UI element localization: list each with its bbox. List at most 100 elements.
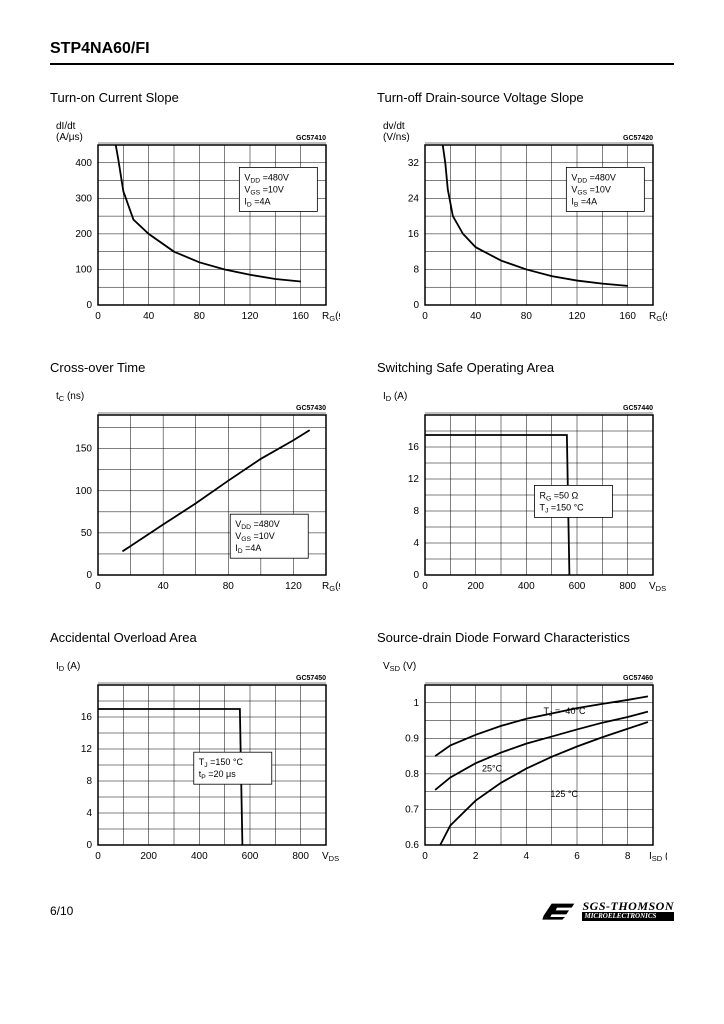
chart-svg: 04080120050100150tC (ns)RG(Ω)GC57430VDD … bbox=[50, 385, 347, 605]
chart-svg: 0 2 4 6 8 0.6 0.7 0.8 0.9 1 VSD (V) ISD (A) GC57460 T… bbox=[377, 655, 674, 875]
svg-text:25°C: 25°C bbox=[482, 763, 503, 773]
svg-text:16: 16 bbox=[81, 712, 93, 723]
svg-text:160: 160 bbox=[292, 311, 309, 322]
chart-title: Turn-off Drain-source Voltage Slope bbox=[377, 90, 674, 105]
svg-text:8: 8 bbox=[625, 851, 631, 862]
chart-cell: Cross-over Time04080120050100150tC (ns)R… bbox=[50, 360, 347, 605]
svg-text:600: 600 bbox=[569, 581, 586, 592]
chart-grid: Turn-on Current Slope0408012016001002003… bbox=[50, 90, 674, 875]
svg-text:1: 1 bbox=[413, 698, 419, 709]
svg-text:GC57440: GC57440 bbox=[623, 405, 653, 412]
svg-text:4: 4 bbox=[86, 808, 92, 819]
chart-svg: 0408012016008162432dv/dt(V/ns)RG(Ω)GC574… bbox=[377, 115, 674, 335]
svg-text:100: 100 bbox=[75, 264, 92, 275]
svg-text:12: 12 bbox=[81, 744, 93, 755]
svg-text:dI/dt: dI/dt bbox=[56, 121, 76, 132]
svg-text:80: 80 bbox=[194, 311, 206, 322]
svg-text:TJ =−40°C: TJ =−40°C bbox=[544, 706, 586, 718]
svg-text:800: 800 bbox=[292, 851, 309, 862]
svg-text:0: 0 bbox=[413, 300, 419, 311]
svg-text:600: 600 bbox=[242, 851, 259, 862]
chart-cell: Turn-on Current Slope 0 40 80 120 160 0 100 200 3… bbox=[50, 90, 347, 335]
svg-text:4: 4 bbox=[524, 851, 530, 862]
svg-text:0: 0 bbox=[422, 851, 428, 862]
svg-text:0: 0 bbox=[95, 311, 101, 322]
svg-text:0: 0 bbox=[86, 570, 92, 581]
svg-text:200: 200 bbox=[467, 581, 484, 592]
svg-text:125 °C: 125 °C bbox=[550, 789, 578, 799]
chart-cell: Source-drain Diode Forward Characteristi… bbox=[377, 630, 674, 875]
svg-text:0: 0 bbox=[95, 851, 101, 862]
svg-text:0.8: 0.8 bbox=[405, 769, 419, 780]
svg-text:120: 120 bbox=[569, 311, 586, 322]
chart-cell: Switching Safe Operating Area 0 200 400 600 8… bbox=[377, 360, 674, 605]
svg-text:400: 400 bbox=[191, 851, 208, 862]
svg-text:0: 0 bbox=[422, 581, 428, 592]
svg-text:0.6: 0.6 bbox=[405, 840, 419, 851]
svg-text:120: 120 bbox=[285, 581, 302, 592]
svg-text:12: 12 bbox=[408, 474, 420, 485]
svg-text:0: 0 bbox=[86, 840, 92, 851]
svg-text:40: 40 bbox=[143, 311, 155, 322]
svg-text:ID (A): ID (A) bbox=[383, 391, 407, 403]
svg-text:8: 8 bbox=[413, 506, 419, 517]
chart-svg: 02004006008000481216ID (A)VDS (V)GC57440… bbox=[377, 385, 674, 605]
svg-text:400: 400 bbox=[518, 581, 535, 592]
svg-text:6: 6 bbox=[574, 851, 580, 862]
svg-text:32: 32 bbox=[408, 158, 420, 169]
svg-text:16: 16 bbox=[408, 442, 420, 453]
st-logo-icon bbox=[542, 901, 576, 921]
svg-text:40: 40 bbox=[470, 311, 482, 322]
footer-brand: SGS-THOMSON bbox=[582, 900, 674, 912]
chart-svg: 0 200 400 600 800 0 4 8 12 16 ID (A) VDS (V) GC57450… bbox=[50, 655, 347, 875]
svg-text:0: 0 bbox=[86, 300, 92, 311]
page-title: STP4NA60/FI bbox=[50, 40, 674, 65]
svg-text:80: 80 bbox=[521, 311, 533, 322]
svg-text:400: 400 bbox=[75, 158, 92, 169]
chart-title: Source-drain Diode Forward Characteristi… bbox=[377, 630, 674, 645]
svg-text:GC57460: GC57460 bbox=[623, 675, 653, 682]
svg-text:ISD (A): ISD (A) bbox=[649, 851, 667, 863]
svg-text:0: 0 bbox=[422, 311, 428, 322]
chart-title: Turn-on Current Slope bbox=[50, 90, 347, 105]
svg-text:ID (A): ID (A) bbox=[56, 661, 80, 673]
svg-text:GC57450: GC57450 bbox=[296, 675, 326, 682]
svg-text:100: 100 bbox=[75, 486, 92, 497]
svg-text:tC (ns): tC (ns) bbox=[56, 391, 84, 403]
svg-text:0.9: 0.9 bbox=[405, 733, 419, 744]
chart-title: Cross-over Time bbox=[50, 360, 347, 375]
svg-text:GC57420: GC57420 bbox=[623, 135, 653, 142]
svg-text:RG(Ω): RG(Ω) bbox=[649, 311, 667, 323]
svg-text:24: 24 bbox=[408, 193, 420, 204]
svg-text:0.7: 0.7 bbox=[405, 804, 419, 815]
svg-text:300: 300 bbox=[75, 193, 92, 204]
chart-title: Accidental Overload Area bbox=[50, 630, 347, 645]
chart-title: Switching Safe Operating Area bbox=[377, 360, 674, 375]
svg-text:0: 0 bbox=[413, 570, 419, 581]
svg-text:8: 8 bbox=[86, 776, 92, 787]
svg-text:50: 50 bbox=[81, 528, 93, 539]
svg-text:GC57410: GC57410 bbox=[296, 135, 326, 142]
page-number: 6/10 bbox=[50, 904, 73, 918]
footer: 6/10 SGS-THOMSON MICROELECTRONICS bbox=[50, 895, 674, 921]
svg-text:dv/dt: dv/dt bbox=[383, 121, 405, 132]
chart-svg: 040801201600100200300400dI/dt(A/μs)RG(Ω)… bbox=[50, 115, 347, 335]
svg-text:800: 800 bbox=[619, 581, 636, 592]
svg-text:0: 0 bbox=[95, 581, 101, 592]
company-logo: SGS-THOMSON MICROELECTRONICS bbox=[542, 900, 674, 921]
svg-text:8: 8 bbox=[413, 264, 419, 275]
svg-text:200: 200 bbox=[75, 229, 92, 240]
svg-text:VDS (V): VDS (V) bbox=[649, 581, 667, 593]
svg-text:(A/μs): (A/μs) bbox=[56, 132, 83, 143]
svg-text:RG(Ω): RG(Ω) bbox=[322, 581, 340, 593]
chart-cell: Accidental Overload Area 0 200 400 600 800 0 4 8… bbox=[50, 630, 347, 875]
svg-text:80: 80 bbox=[223, 581, 235, 592]
svg-text:VSD (V): VSD (V) bbox=[383, 661, 416, 673]
svg-text:2: 2 bbox=[473, 851, 479, 862]
chart-cell: Turn-off Drain-source Voltage Slope04080… bbox=[377, 90, 674, 335]
svg-text:120: 120 bbox=[242, 311, 259, 322]
svg-text:VDS (V): VDS (V) bbox=[322, 851, 340, 863]
footer-sub: MICROELECTRONICS bbox=[582, 912, 674, 921]
svg-text:200: 200 bbox=[140, 851, 157, 862]
svg-text:150: 150 bbox=[75, 444, 92, 455]
